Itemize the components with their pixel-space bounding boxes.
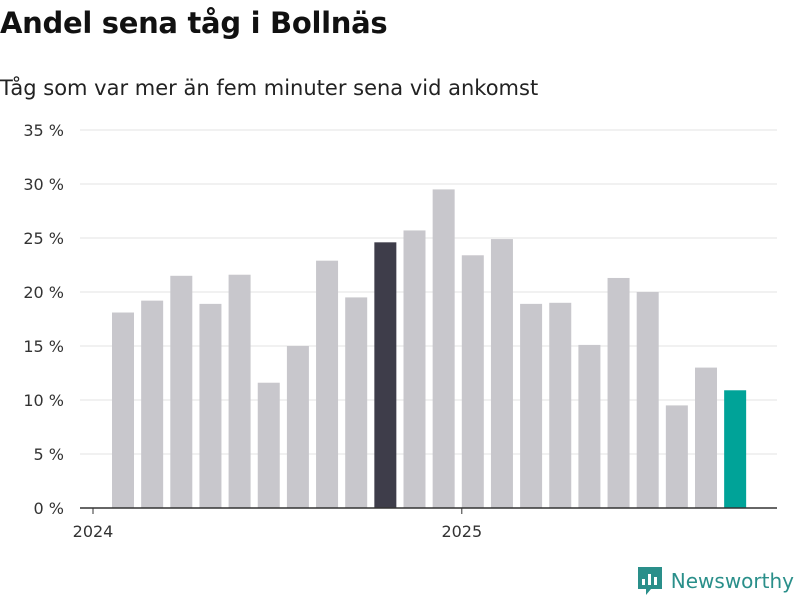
- bar: [665, 405, 688, 508]
- bar: [432, 189, 455, 508]
- brand-name: Newsworthy: [670, 569, 794, 593]
- y-tick-label: 20 %: [23, 283, 64, 302]
- bar: [695, 367, 717, 508]
- brand-logo[interactable]: Newsworthy: [637, 566, 794, 596]
- bar: [374, 242, 397, 508]
- bar: [345, 297, 368, 508]
- bar: [490, 239, 513, 508]
- y-tick-label: 35 %: [23, 121, 64, 140]
- bar: [286, 346, 309, 508]
- bar: [403, 230, 426, 508]
- bar: [549, 302, 572, 508]
- x-tick-label: 2024: [73, 522, 114, 541]
- y-tick-label: 25 %: [23, 229, 64, 248]
- x-tick-label: 2025: [441, 522, 482, 541]
- y-tick-label: 0 %: [34, 499, 64, 518]
- bar: [520, 303, 543, 508]
- newsworthy-logo-icon: [637, 567, 662, 595]
- bar: [607, 277, 630, 508]
- chart-title: Andel sena tåg i Bollnäs: [0, 6, 388, 40]
- chart-subtitle: Tåg som var mer än fem minuter sena vid …: [0, 76, 539, 100]
- bar: [636, 292, 659, 508]
- y-tick-label: 5 %: [34, 445, 64, 464]
- bar: [724, 390, 747, 508]
- bar: [578, 344, 601, 508]
- bar: [316, 260, 339, 508]
- bar: [141, 300, 164, 508]
- bar: [112, 312, 134, 508]
- bar: [461, 255, 484, 508]
- y-tick-label: 30 %: [23, 175, 64, 194]
- y-tick-label: 10 %: [23, 391, 64, 410]
- bar: [257, 382, 280, 508]
- y-tick-label: 15 %: [23, 337, 64, 356]
- bar: [170, 275, 193, 508]
- bar: [228, 274, 251, 508]
- bar: [199, 303, 222, 508]
